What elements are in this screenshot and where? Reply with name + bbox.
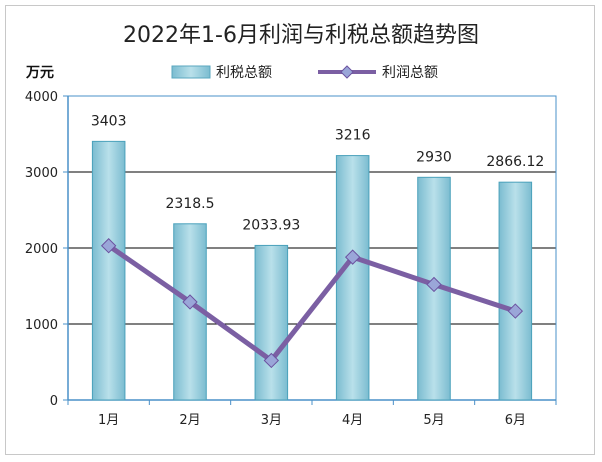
bar — [91, 140, 126, 401]
x-tick-label: 1月 — [98, 413, 119, 428]
y-axis-unit: 万元 — [25, 65, 54, 81]
bar-series — [91, 140, 533, 401]
x-tick-label: 5月 — [423, 413, 444, 428]
bar-data-label: 3403 — [91, 113, 127, 129]
line-point — [182, 294, 198, 310]
legend-bar-swatch — [171, 65, 211, 79]
line-series — [100, 238, 524, 369]
x-tick-label: 2月 — [179, 413, 200, 428]
x-axis-ticks: 1月 2月 3月 4月 5月 6月 — [67, 400, 557, 428]
legend: 利税总额 利润总额 — [171, 65, 438, 81]
line-point — [507, 303, 524, 319]
x-tick-label: 6月 — [505, 413, 526, 428]
bar-data-label: 2318.5 — [166, 196, 215, 212]
bar-data-label: 2866.12 — [486, 154, 544, 170]
line-point — [263, 352, 280, 369]
y-tick-label: 4000 — [25, 90, 58, 105]
chart-title: 2022年1-6月利润与利税总额趋势图 — [123, 23, 479, 48]
legend-bar-label: 利税总额 — [216, 65, 272, 81]
line-point — [100, 238, 117, 254]
bar-data-label: 2033.93 — [242, 217, 300, 233]
y-tick-label: 2000 — [25, 242, 58, 257]
legend-line-marker — [340, 65, 354, 79]
y-axis-ticks: 0 1000 2000 3000 4000 — [25, 90, 68, 409]
bar-data-label: 2930 — [416, 149, 452, 165]
line-path — [107, 243, 517, 363]
y-tick-label: 1000 — [25, 318, 58, 333]
y-tick-label: 0 — [50, 394, 58, 409]
bar-data-labels: 3403 2318.5 2033.93 3216 2930 2866.12 — [91, 113, 544, 233]
bar — [498, 181, 533, 401]
y-tick-label: 3000 — [25, 166, 58, 181]
x-tick-label: 4月 — [342, 413, 363, 428]
gridlines — [68, 95, 556, 325]
line-point — [344, 249, 361, 265]
legend-line-label: 利润总额 — [382, 65, 438, 81]
x-tick-label: 3月 — [261, 413, 282, 428]
bar — [335, 155, 370, 401]
line-point — [426, 276, 442, 293]
bar — [254, 244, 289, 401]
bar-data-label: 3216 — [335, 128, 371, 144]
